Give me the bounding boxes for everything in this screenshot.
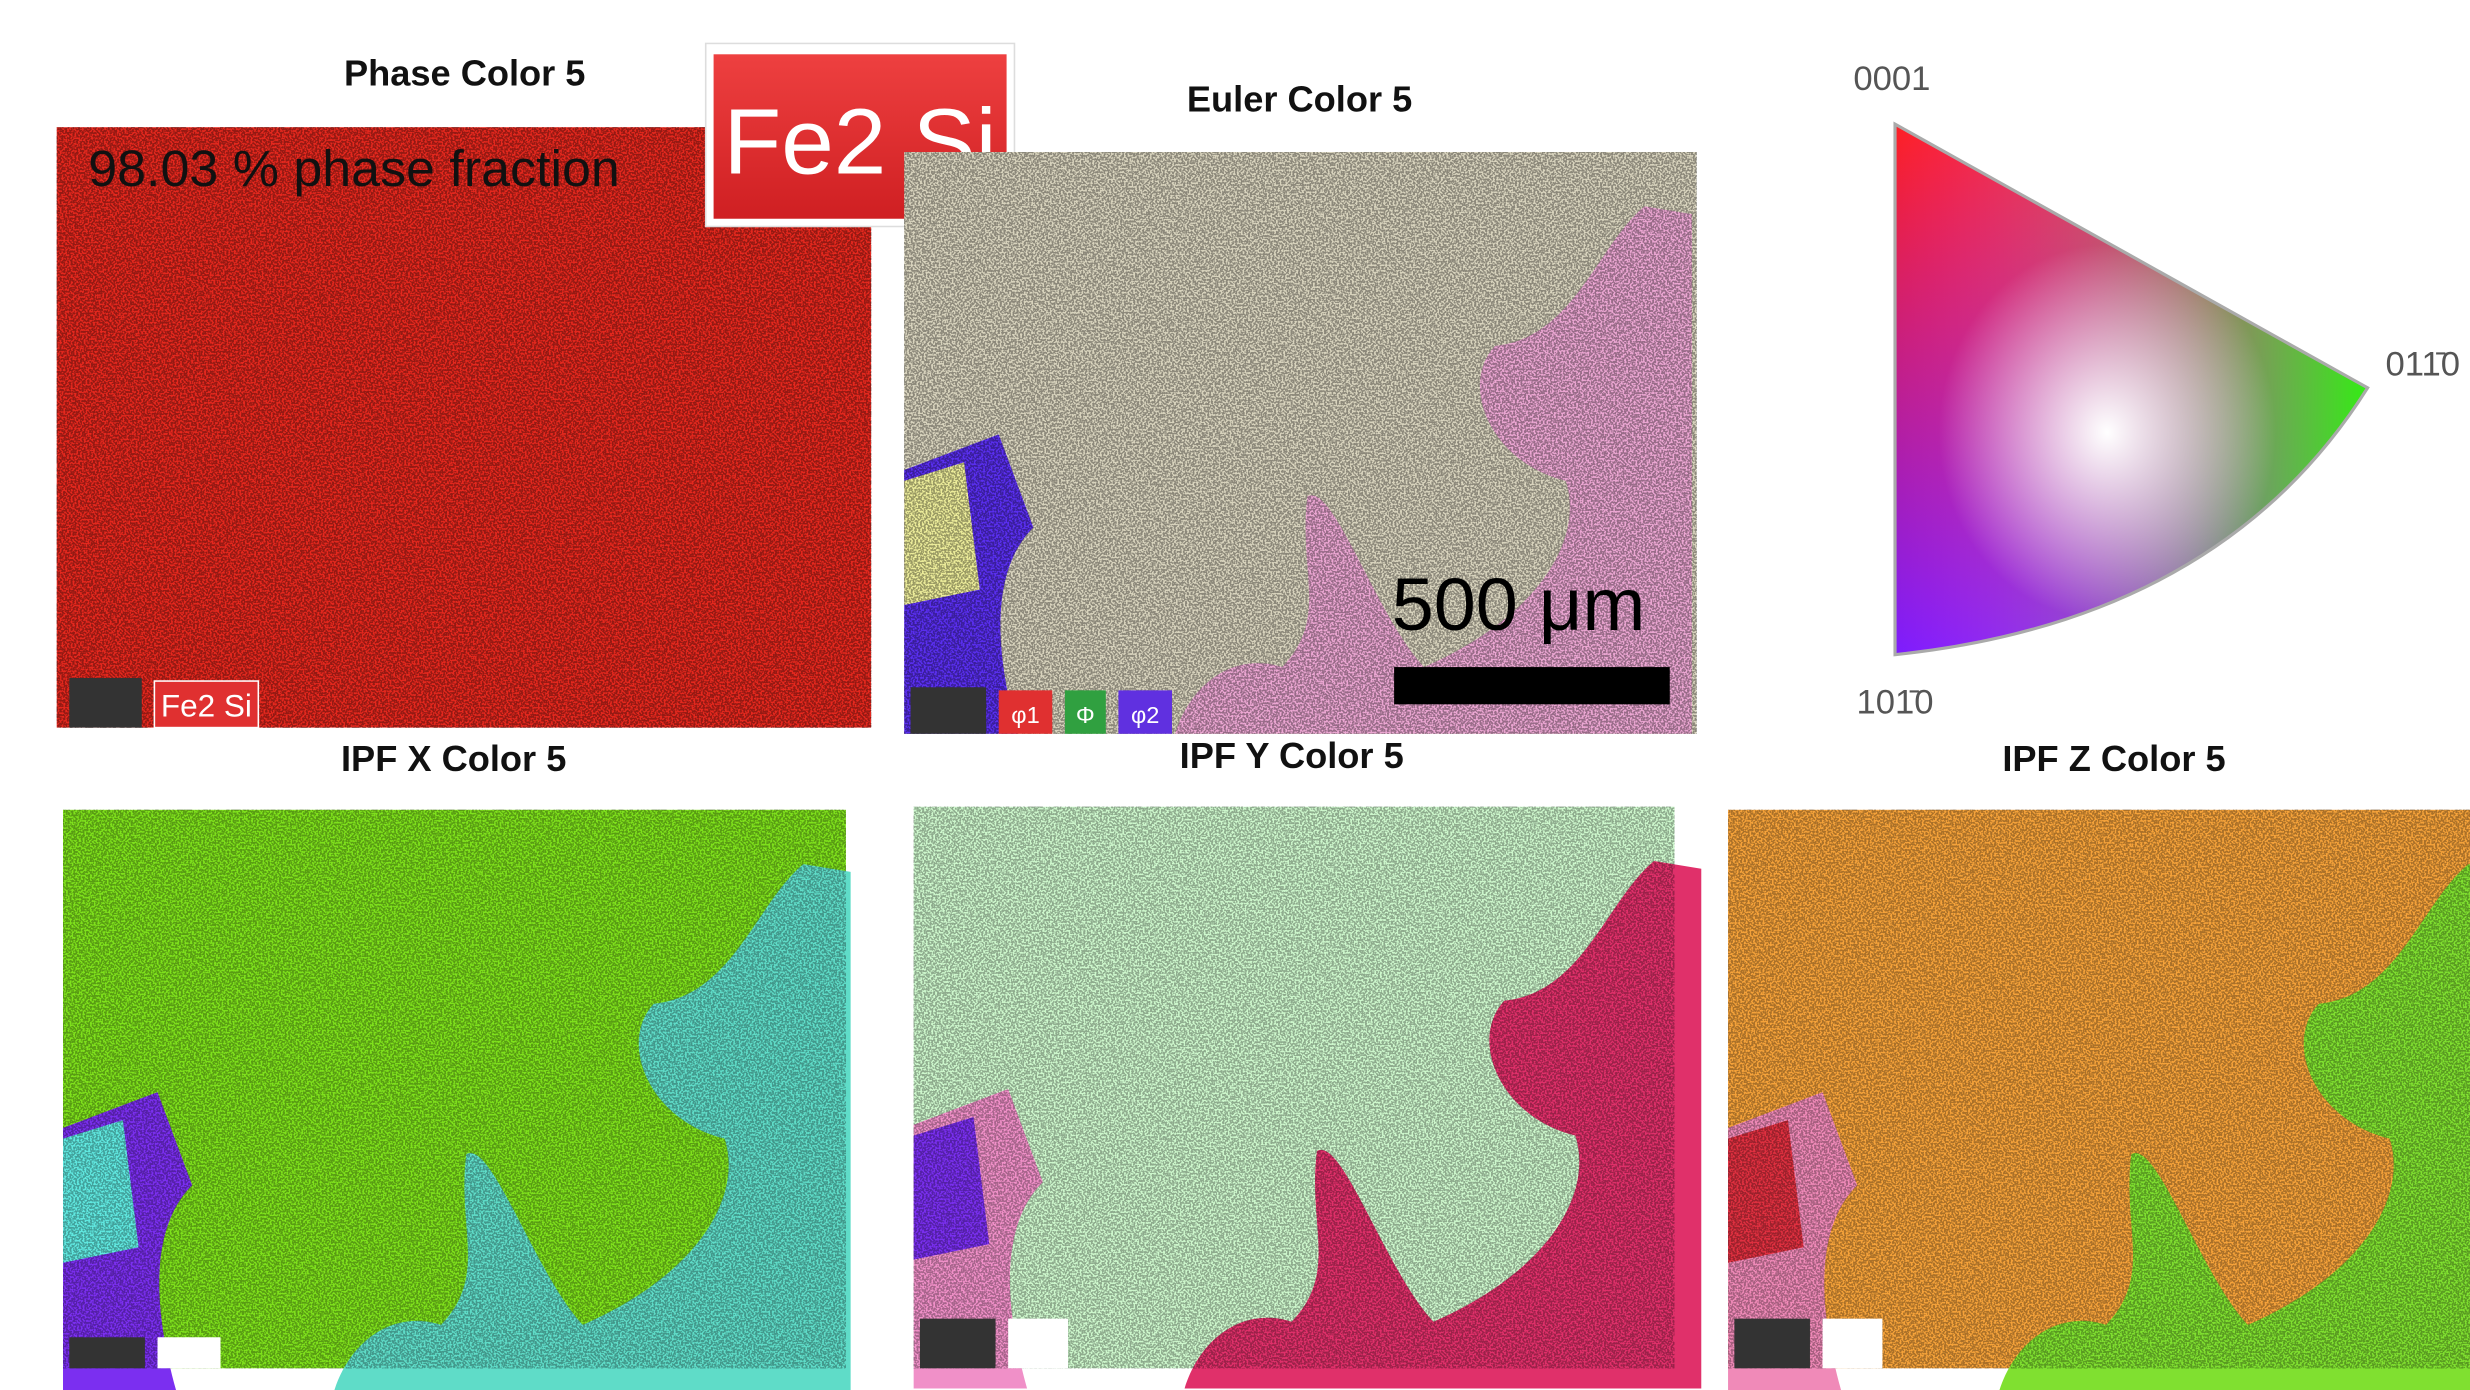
euler-map: 500 μm φ1 Φ φ2	[904, 152, 1696, 734]
legend-label: 101̄0	[1856, 684, 1933, 722]
scale-bar-label: 500 μm	[1392, 562, 1646, 645]
figure: Phase Color 5 98.03 % phase fraction Fe2…	[0, 0, 2470, 1390]
phase-fraction: 98.03 % phase fraction	[88, 140, 620, 198]
panel-title: IPF Y Color 5	[1180, 735, 1404, 776]
euler-tag: φ2	[1131, 702, 1159, 728]
panel-title: Euler Color 5	[1187, 79, 1412, 120]
legend-label: 0001	[1853, 60, 1930, 98]
panel-title: Phase Color 5	[344, 53, 585, 94]
euler-tag: φ1	[1011, 702, 1039, 728]
panel-title: IPF X Color 5	[341, 738, 566, 779]
ipf-z-map	[1728, 810, 2470, 1390]
ipf-y-map	[914, 807, 1702, 1389]
euler-tag: Φ	[1076, 702, 1095, 728]
phase-tag: Fe2 Si	[161, 689, 252, 724]
page: Phase Color 5 98.03 % phase fraction Fe2…	[0, 0, 2470, 1390]
ipf-x-map	[63, 810, 851, 1390]
legend-label: 011̄0	[2385, 346, 2459, 384]
panel-title: IPF Z Color 5	[2002, 738, 2225, 779]
scale-bar	[1394, 667, 1670, 704]
ipf-legend: 0001 011̄0 101̄0	[1853, 60, 2460, 721]
